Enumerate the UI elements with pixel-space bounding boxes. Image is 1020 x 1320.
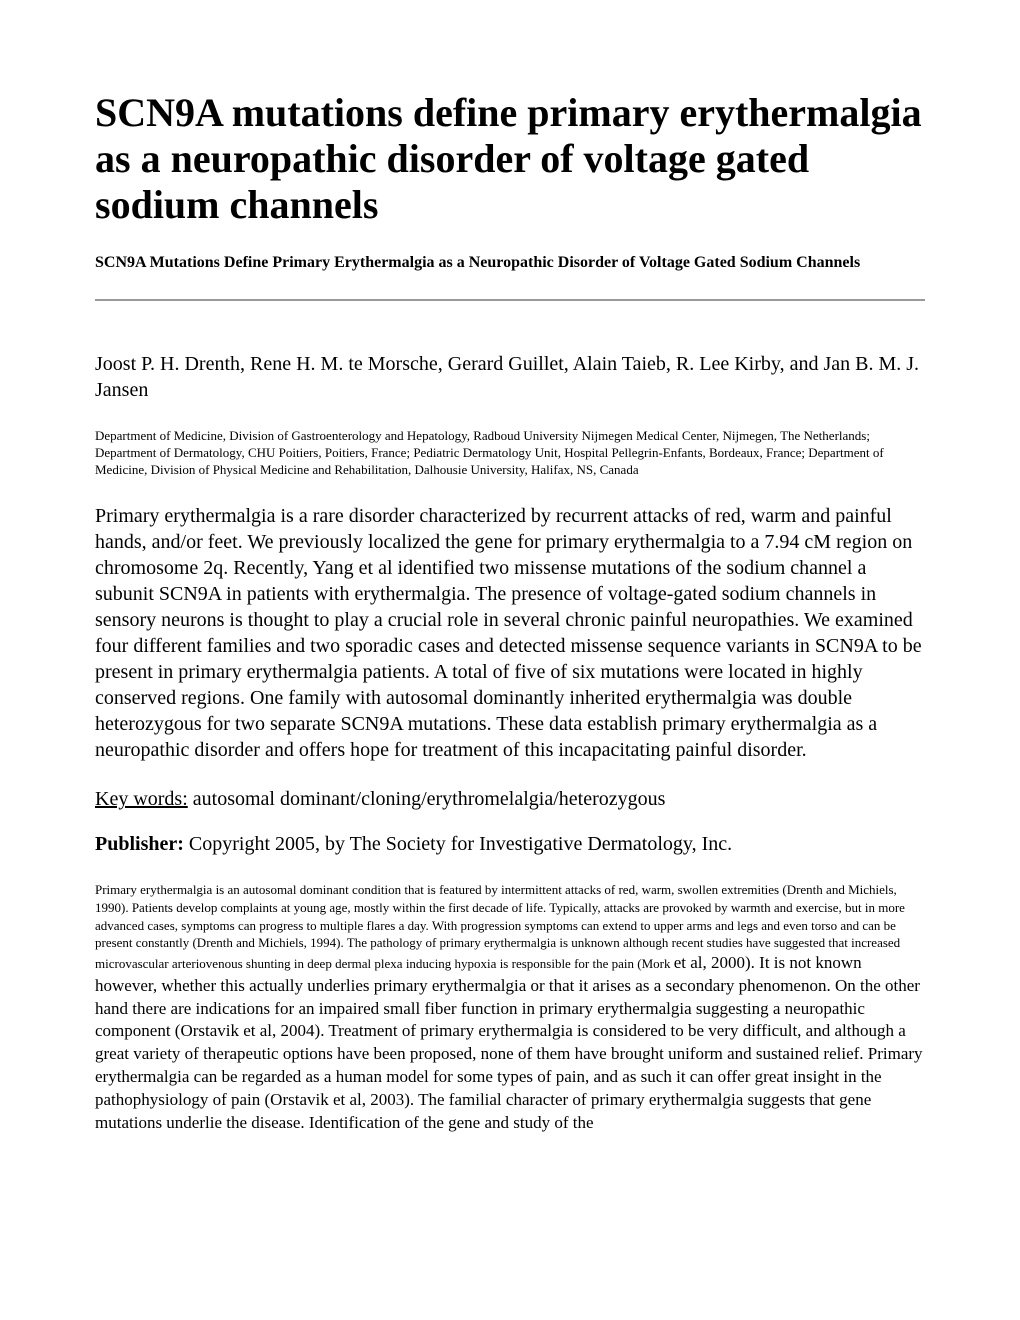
publisher-line: Publisher: Copyright 2005, by The Societ…: [95, 833, 925, 856]
body-paragraph: Primary erythermalgia is an autosomal do…: [95, 881, 925, 1135]
publisher-label: Publisher:: [95, 833, 189, 855]
authors-list: Joost P. H. Drenth, Rene H. M. te Morsch…: [95, 351, 925, 403]
body-text-large: et al, 2000). It is not known however, w…: [95, 953, 923, 1133]
article-title: SCN9A mutations define primary erytherma…: [95, 90, 925, 228]
publisher-value: Copyright 2005, by The Society for Inves…: [189, 833, 732, 855]
article-subtitle: SCN9A Mutations Define Primary Erytherma…: [95, 253, 925, 274]
affiliations: Department of Medicine, Division of Gast…: [95, 428, 925, 479]
abstract-text: Primary erythermalgia is a rare disorder…: [95, 503, 925, 763]
divider: [95, 299, 925, 301]
keywords-value: autosomal dominant/cloning/erythromelalg…: [188, 788, 666, 810]
keywords-label: Key words:: [95, 788, 188, 810]
keywords: Key words: autosomal dominant/cloning/er…: [95, 788, 925, 811]
